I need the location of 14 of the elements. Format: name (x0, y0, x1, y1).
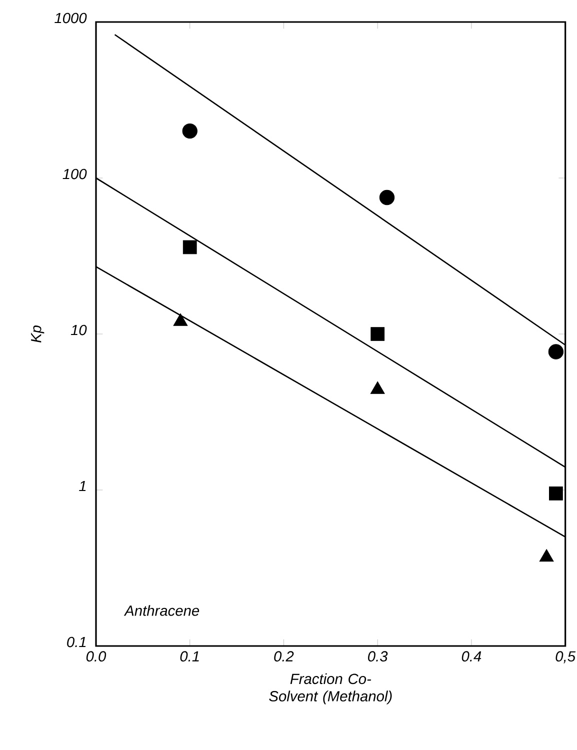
x-tick-label: 0.2 (274, 651, 294, 662)
y-axis-title: Kp (31, 326, 44, 343)
y-tick-label: 0.1 (67, 636, 86, 648)
x-axis-title: Fraction Co-Solvent (Methanol) (269, 673, 392, 704)
annotation: Anthracene (124, 605, 200, 616)
y-tick-label: 100 (62, 168, 87, 180)
y-tick-label: 1000 (54, 12, 87, 24)
y-tick-label: 1 (79, 480, 86, 492)
x-tick-label: 0,5 (556, 651, 576, 664)
x-tick-label: 0.0 (86, 651, 106, 662)
x-tick-label: 0.4 (462, 651, 482, 662)
x-tick-label: 0.1 (180, 651, 199, 662)
x-tick-label: 0.3 (368, 651, 388, 662)
y-tick-label: 10 (70, 324, 87, 336)
